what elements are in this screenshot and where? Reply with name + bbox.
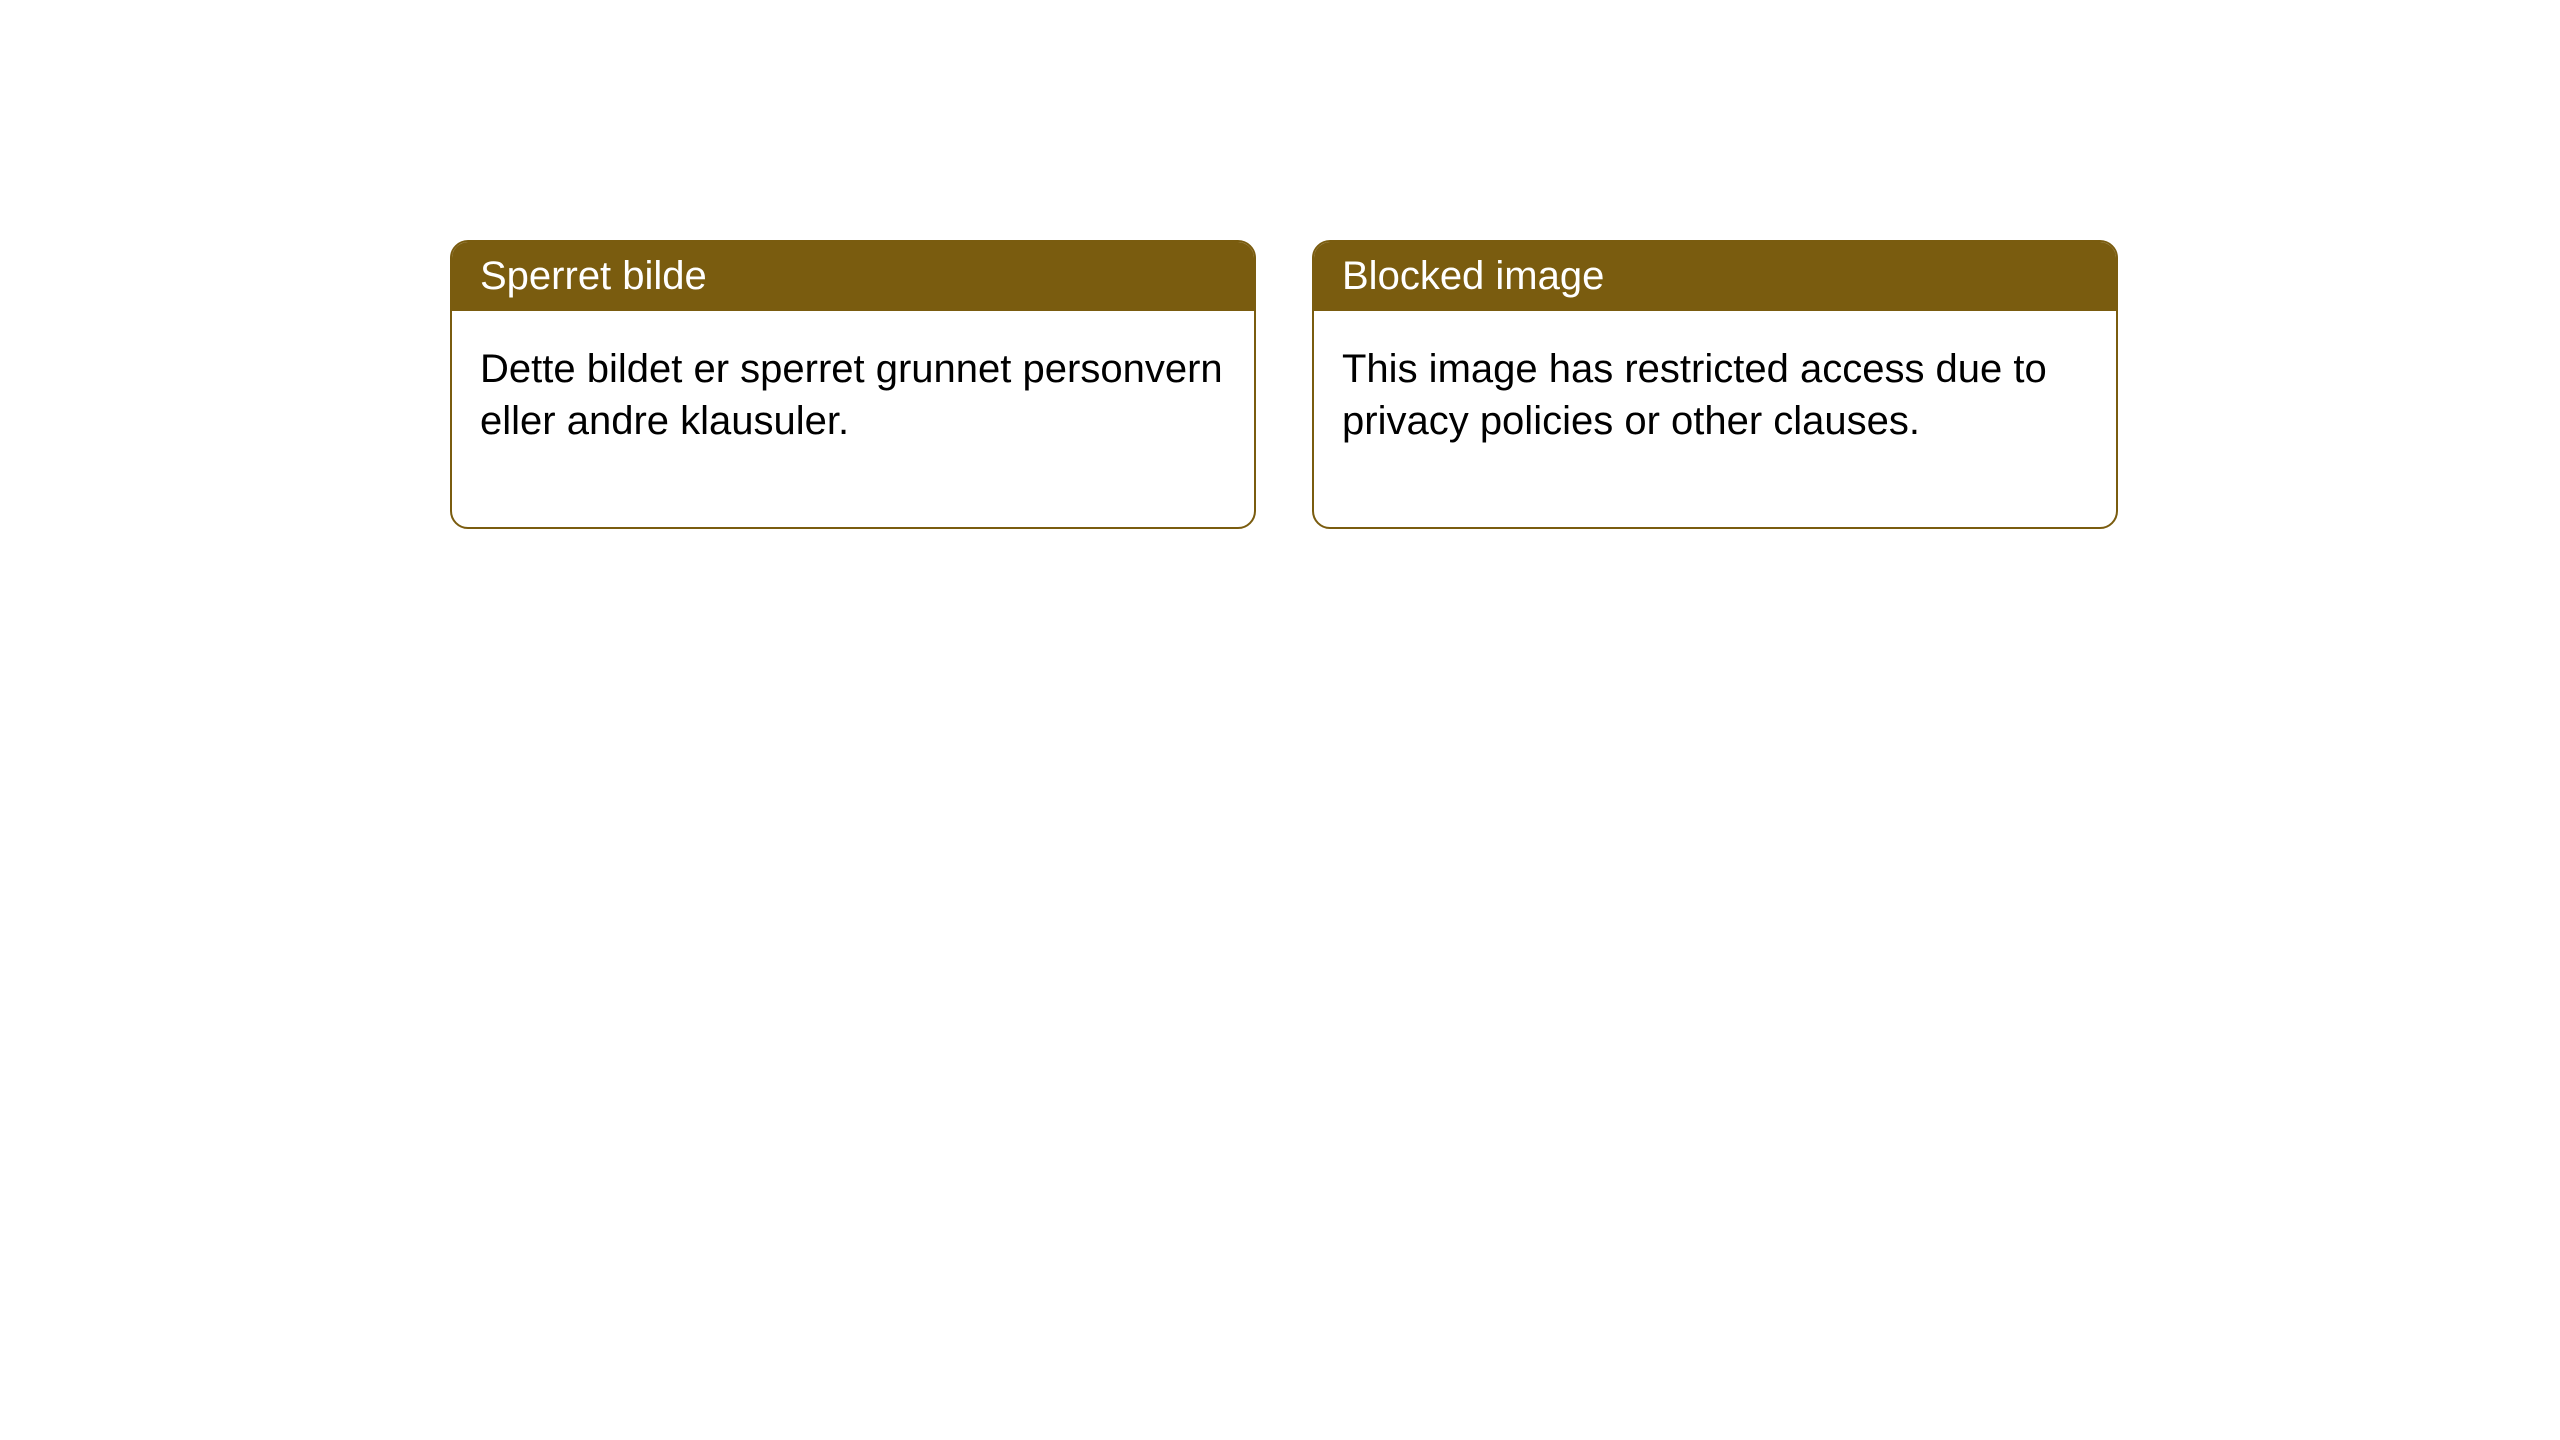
notice-body-english: This image has restricted access due to … <box>1314 311 2116 527</box>
notice-body-norwegian: Dette bildet er sperret grunnet personve… <box>452 311 1254 527</box>
notice-card-norwegian: Sperret bilde Dette bildet er sperret gr… <box>450 240 1256 529</box>
notice-title-english: Blocked image <box>1314 242 2116 311</box>
notice-card-english: Blocked image This image has restricted … <box>1312 240 2118 529</box>
notice-container: Sperret bilde Dette bildet er sperret gr… <box>450 240 2118 529</box>
notice-title-norwegian: Sperret bilde <box>452 242 1254 311</box>
